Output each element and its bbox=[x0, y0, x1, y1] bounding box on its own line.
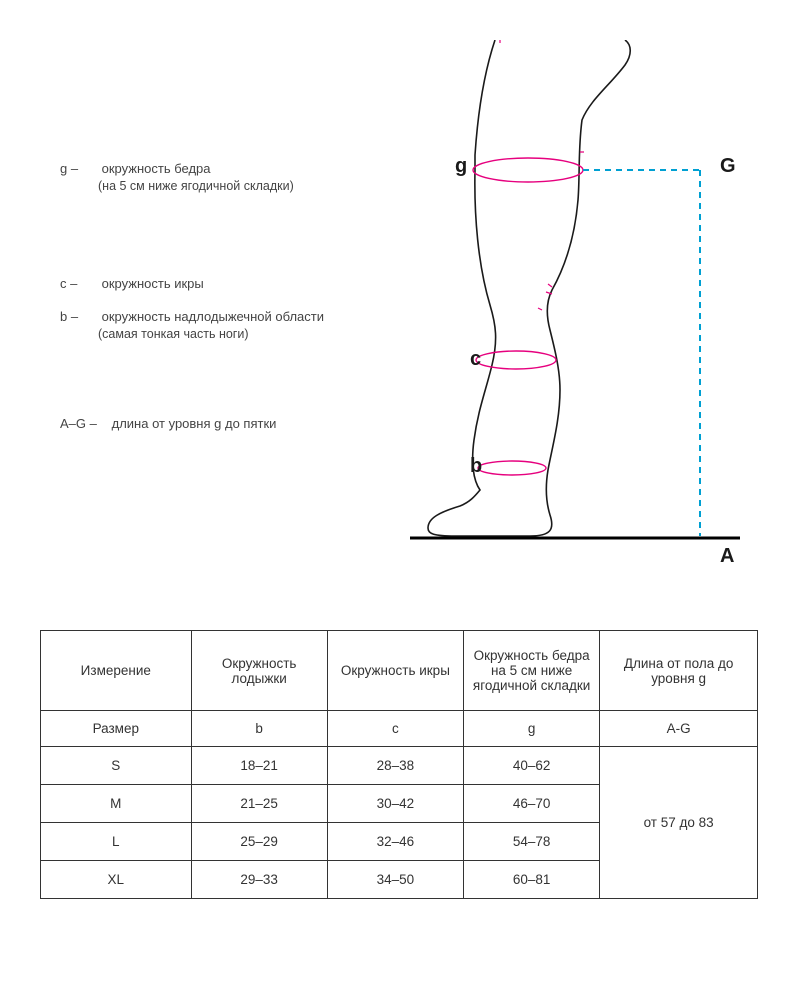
legend-c: c – окружность икры bbox=[60, 275, 390, 293]
size-cell: L bbox=[41, 823, 192, 861]
legend-g-text: окружность бедра bbox=[102, 160, 382, 178]
codes-0: Размер bbox=[41, 711, 192, 747]
ring-b bbox=[478, 461, 546, 475]
b-cell: 21–25 bbox=[191, 785, 327, 823]
legend-ag-key: A–G – bbox=[60, 415, 108, 433]
b-cell: 18–21 bbox=[191, 747, 327, 785]
b-cell: 25–29 bbox=[191, 823, 327, 861]
leg-markers bbox=[500, 40, 584, 310]
length-merged-cell: от 57 до 83 bbox=[600, 747, 758, 899]
codes-4: A-G bbox=[600, 711, 758, 747]
sizing-table: Измерение Окружность лодыжки Окружность … bbox=[40, 630, 758, 899]
table-codes-row: Размер b c g A-G bbox=[41, 711, 758, 747]
label-c-lower: c bbox=[470, 348, 481, 371]
legend-ag-text: длина от уровня g до пятки bbox=[112, 415, 382, 433]
size-cell: S bbox=[41, 747, 192, 785]
size-cell: M bbox=[41, 785, 192, 823]
legend-b-text: окружность надлодыжечной области bbox=[102, 308, 382, 326]
col-header-2: Окружность икры bbox=[327, 631, 463, 711]
legend-g-sub: (на 5 см ниже ягодичной складки) bbox=[98, 178, 390, 195]
legend-ag: A–G – длина от уровня g до пятки bbox=[60, 415, 390, 433]
label-g-lower: g bbox=[455, 155, 467, 178]
legend-b-key: b – bbox=[60, 308, 98, 326]
ring-g bbox=[473, 158, 583, 182]
label-G-upper: G bbox=[720, 155, 736, 178]
table-header-row: Измерение Окружность лодыжки Окружность … bbox=[41, 631, 758, 711]
legend-g: g – окружность бедра (на 5 см ниже ягоди… bbox=[60, 160, 390, 194]
g-cell: 54–78 bbox=[464, 823, 600, 861]
col-header-1: Окружность лодыжки bbox=[191, 631, 327, 711]
c-cell: 34–50 bbox=[327, 861, 463, 899]
g-cell: 40–62 bbox=[464, 747, 600, 785]
legend-g-key: g – bbox=[60, 160, 98, 178]
codes-1: b bbox=[191, 711, 327, 747]
legend-c-key: c – bbox=[60, 275, 98, 293]
g-cell: 46–70 bbox=[464, 785, 600, 823]
label-A-upper: A bbox=[720, 545, 734, 568]
c-cell: 28–38 bbox=[327, 747, 463, 785]
legend-b-sub: (самая тонкая часть ноги) bbox=[98, 326, 390, 343]
c-cell: 30–42 bbox=[327, 785, 463, 823]
size-cell: XL bbox=[41, 861, 192, 899]
c-cell: 32–46 bbox=[327, 823, 463, 861]
col-header-0: Измерение bbox=[41, 631, 192, 711]
codes-3: g bbox=[464, 711, 600, 747]
legend-b: b – окружность надлодыжечной области (са… bbox=[60, 308, 390, 342]
sizing-table-wrap: Измерение Окружность лодыжки Окружность … bbox=[0, 590, 798, 959]
diagram-area: g – окружность бедра (на 5 см ниже ягоди… bbox=[0, 0, 798, 590]
table-row: S 18–21 28–38 40–62 от 57 до 83 bbox=[41, 747, 758, 785]
label-b-lower: b bbox=[470, 455, 482, 478]
codes-2: c bbox=[327, 711, 463, 747]
b-cell: 29–33 bbox=[191, 861, 327, 899]
g-cell: 60–81 bbox=[464, 861, 600, 899]
ring-c bbox=[476, 351, 556, 369]
col-header-3: Окружность бедра на 5 см ниже ягодичной … bbox=[464, 631, 600, 711]
leg-diagram-svg bbox=[400, 40, 760, 580]
col-header-4: Длина от пола до уровня g bbox=[600, 631, 758, 711]
legend-c-text: окружность икры bbox=[102, 275, 382, 293]
